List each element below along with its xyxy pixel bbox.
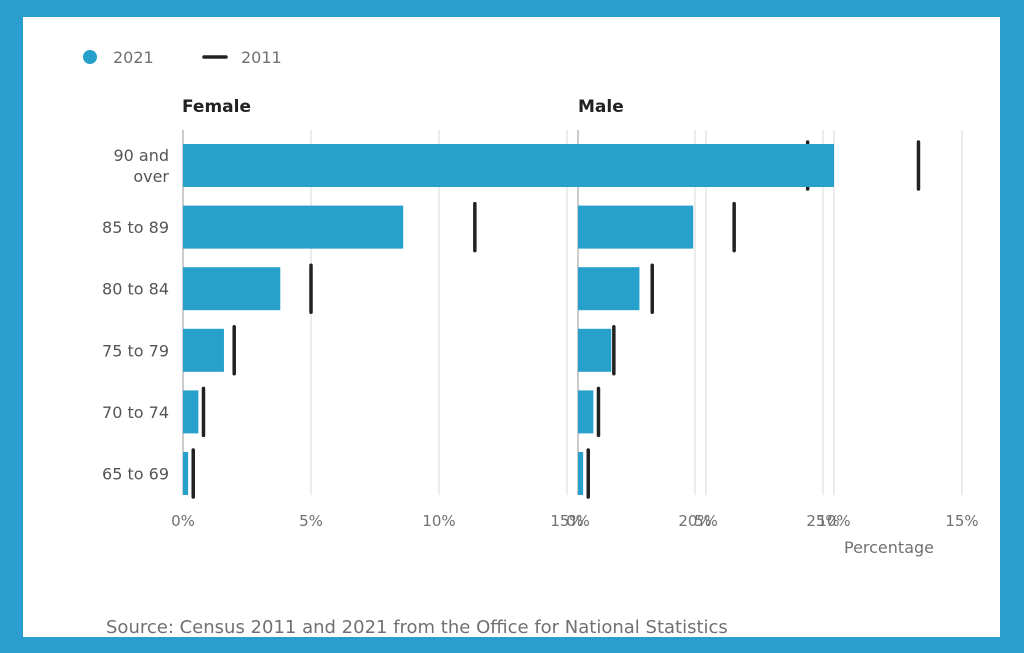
category-label-0: 90 and over [113,146,169,186]
bar-2021-female-5 [183,452,189,495]
x-tick-female-1: 5% [299,512,323,530]
x-tick-male-2: 10% [817,512,850,530]
category-label-4: 70 to 74 [102,403,169,422]
bar-2021-male-3 [578,328,612,372]
x-tick-female-2: 10% [422,512,455,530]
bar-2021-female-4 [183,390,199,434]
gridlines [182,130,963,495]
category-labels: 90 and over 85 to 89 80 to 84 75 to 79 70 to … [102,146,169,484]
chart-card: 2021 2011 Female Male 90 and over 85 to 89… [23,17,1000,638]
legend-2021-marker [83,50,97,64]
x-tick-labels: 0%5%10%15%20%25%0%5%10%15%20%25% [171,512,979,530]
bar-2021-male-0 [578,144,834,187]
x-tick-female-0: 0% [171,512,195,530]
bar-2021-female-3 [183,328,224,372]
legend-2011-label: 2011 [241,48,282,67]
x-tick-male-0: 0% [566,512,590,530]
panel-title-female: Female [182,97,251,117]
category-label-2: 80 to 84 [102,280,169,299]
legend-2021-label: 2021 [113,48,154,67]
bar-2021-male-5 [578,452,584,495]
x-axis-title: Percentage [844,538,934,557]
bar-2021-male-4 [578,390,594,434]
legend: 2021 2011 [83,48,282,67]
source-note: Source: Census 2011 and 2021 from the Of… [106,617,728,638]
category-label-5: 65 to 69 [102,465,169,484]
x-tick-male-1: 5% [694,512,718,530]
bar-2021-female-1 [183,205,404,249]
bars [183,140,921,499]
bar-2021-female-2 [183,267,281,311]
category-label-1: 85 to 89 [102,218,169,237]
x-tick-female-4: 20% [678,512,711,530]
category-label-3: 75 to 79 [102,341,169,360]
x-tick-male-3: 15% [945,512,978,530]
chart-svg: 2021 2011 Female Male 90 and over 85 to 89… [83,48,979,557]
x-tick-female-5: 25% [806,512,839,530]
panel-title-male: Male [578,97,624,117]
bar-2021-male-1 [578,205,694,249]
x-tick-female-3: 15% [550,512,583,530]
bar-2021-male-2 [578,267,640,311]
